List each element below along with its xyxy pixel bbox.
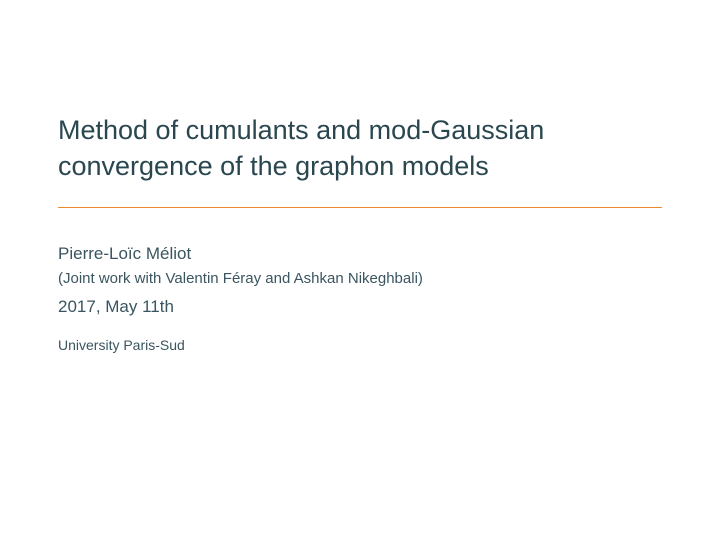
title-rule bbox=[58, 207, 662, 208]
author-name: Pierre-Loïc Méliot bbox=[58, 244, 662, 264]
title-slide: Method of cumulants and mod-Gaussian con… bbox=[0, 0, 720, 541]
affiliation: University Paris-Sud bbox=[58, 337, 662, 353]
title-line-2: convergence of the graphon models bbox=[58, 151, 489, 181]
talk-title: Method of cumulants and mod-Gaussian con… bbox=[58, 112, 662, 185]
collaborators: (Joint work with Valentin Féray and Ashk… bbox=[58, 270, 662, 287]
talk-date: 2017, May 11th bbox=[58, 297, 662, 317]
title-line-1: Method of cumulants and mod-Gaussian bbox=[58, 115, 544, 145]
